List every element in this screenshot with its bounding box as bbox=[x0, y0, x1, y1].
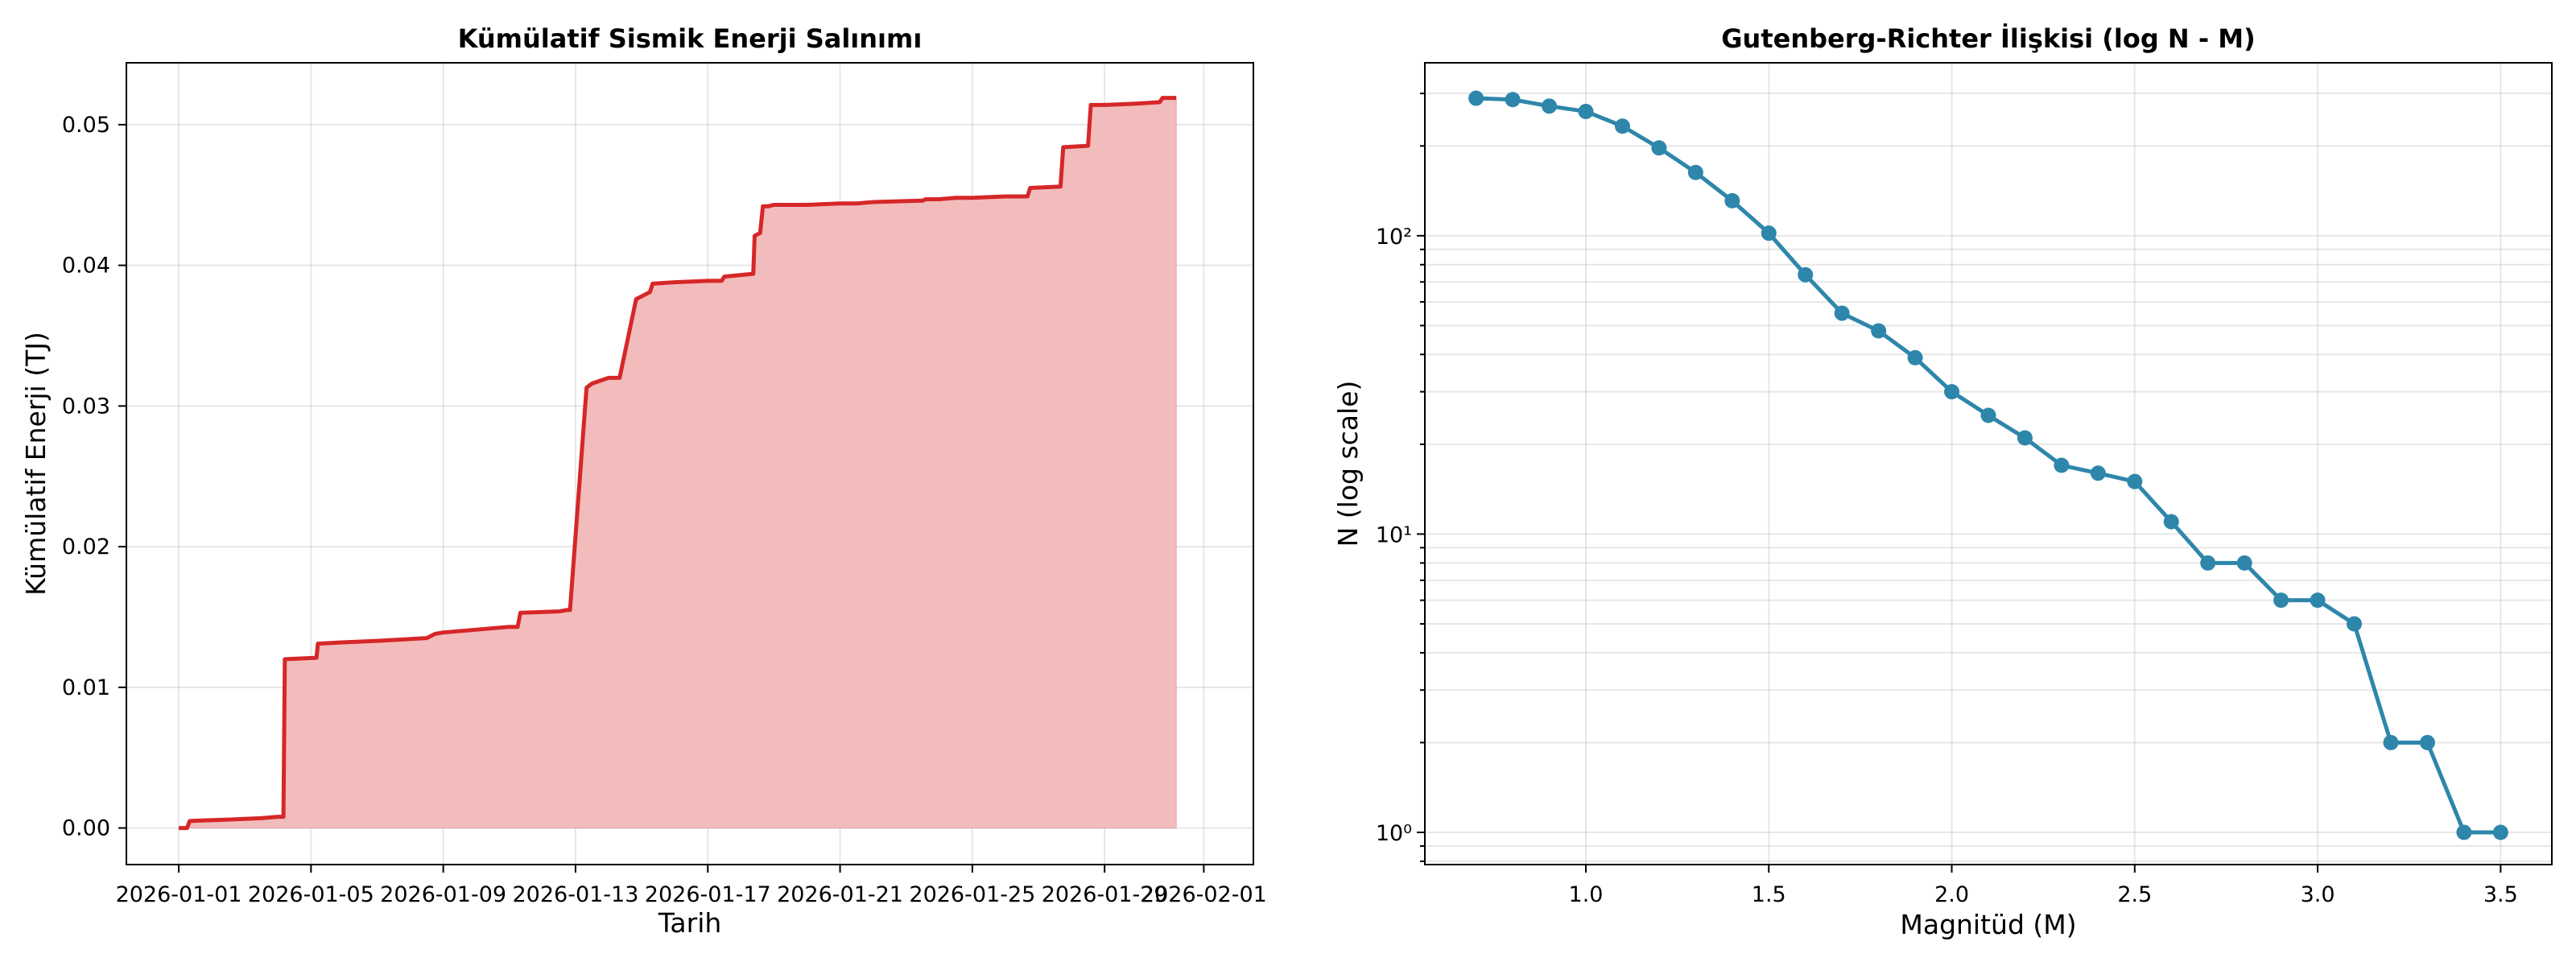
data-point bbox=[1798, 266, 1814, 283]
data-point bbox=[1834, 305, 1850, 321]
y-tick-label: 0.05 bbox=[62, 113, 110, 138]
energy-area-fill bbox=[179, 97, 1177, 829]
energy-chart-ticks: 2026-01-01 2026-01-05 2026-01-09 2026-01-13… bbox=[62, 113, 1267, 907]
x-tick-label: 1.5 bbox=[1752, 882, 1786, 907]
data-point bbox=[1761, 225, 1777, 242]
y-tick-label: 10¹ bbox=[1376, 522, 1412, 547]
gutenberg-richter-ylabel: N (log scale) bbox=[1332, 381, 1364, 547]
x-tick-label: 2026-01-17 bbox=[645, 882, 771, 907]
x-tick-label: 3.5 bbox=[2483, 882, 2518, 907]
energy-chart-frame bbox=[126, 62, 1254, 865]
x-tick-label: 2026-02-01 bbox=[1141, 882, 1267, 907]
data-point bbox=[2273, 592, 2289, 609]
energy-chart: Kümülatif Sismik Enerji Salınımı 2026-01… bbox=[20, 23, 1267, 939]
y-tick-label: 0.03 bbox=[62, 394, 110, 419]
data-point bbox=[1724, 192, 1740, 208]
gutenberg-richter-plot bbox=[1468, 90, 2508, 840]
gutenberg-richter-grid bbox=[1425, 63, 2552, 865]
data-point bbox=[2310, 592, 2326, 609]
data-point bbox=[2200, 555, 2216, 571]
y-tick-label: 0.00 bbox=[62, 816, 110, 841]
y-tick-label: 10² bbox=[1376, 225, 1412, 250]
energy-line bbox=[179, 96, 1177, 831]
gutenberg-richter-title: Gutenberg-Richter İlişkisi (log N - M) bbox=[1721, 23, 2255, 54]
data-point bbox=[2163, 514, 2179, 530]
energy-chart-ylabel: Kümülatif Enerji (TJ) bbox=[20, 332, 52, 596]
data-point bbox=[1505, 92, 1521, 108]
x-tick-label: 2026-01-13 bbox=[512, 882, 638, 907]
gutenberg-richter-line bbox=[1476, 96, 2501, 835]
data-point bbox=[2054, 457, 2070, 473]
data-point bbox=[2236, 555, 2252, 571]
x-tick-label: 2026-01-21 bbox=[777, 882, 903, 907]
x-tick-label: 2.5 bbox=[2117, 882, 2152, 907]
gutenberg-richter-chart: Gutenberg-Richter İlişkisi (log N - M) 1… bbox=[1332, 23, 2553, 940]
data-point bbox=[2419, 734, 2435, 750]
data-point bbox=[1907, 349, 1923, 365]
x-tick-label: 2026-01-09 bbox=[380, 882, 506, 907]
data-point bbox=[1578, 103, 1594, 119]
data-point bbox=[1980, 407, 1996, 423]
data-point bbox=[1944, 384, 1960, 400]
x-tick-label: 2026-01-29 bbox=[1042, 882, 1168, 907]
data-point bbox=[1542, 98, 1558, 114]
x-tick-label: 1.0 bbox=[1569, 882, 1604, 907]
gutenberg-richter-frame bbox=[1424, 62, 2553, 865]
data-point bbox=[2090, 465, 2106, 481]
data-point bbox=[2347, 616, 2363, 632]
energy-chart-xlabel: Tarih bbox=[658, 907, 722, 939]
data-point bbox=[2127, 473, 2143, 489]
energy-chart-plot bbox=[179, 96, 1177, 831]
data-point bbox=[1687, 164, 1703, 180]
gutenberg-richter-xlabel: Magnitüd (M) bbox=[1900, 909, 2076, 940]
y-tick-label: 0.01 bbox=[62, 675, 110, 700]
data-point bbox=[1871, 323, 1887, 339]
y-tick-label: 10⁰ bbox=[1376, 821, 1412, 846]
x-tick-label: 2026-01-25 bbox=[909, 882, 1035, 907]
data-point bbox=[1651, 140, 1667, 156]
data-point bbox=[1614, 118, 1630, 134]
energy-chart-title: Kümülatif Sismik Enerji Salınımı bbox=[458, 23, 923, 54]
gutenberg-richter-ticks: 1.0 1.5 2.0 2.5 3.0 3.5 10⁰ 10¹ 10² bbox=[1376, 93, 2518, 907]
data-point bbox=[1468, 90, 1484, 106]
y-tick-label: 0.04 bbox=[62, 254, 110, 279]
data-point bbox=[2017, 430, 2033, 446]
y-tick-label: 0.02 bbox=[62, 535, 110, 559]
x-tick-label: 2026-01-01 bbox=[116, 882, 242, 907]
x-tick-label: 3.0 bbox=[2301, 882, 2335, 907]
data-point bbox=[2492, 824, 2508, 840]
data-point bbox=[2456, 824, 2472, 840]
data-point bbox=[2383, 734, 2399, 750]
x-tick-label: 2026-01-05 bbox=[248, 882, 374, 907]
x-tick-label: 2.0 bbox=[1934, 882, 1969, 907]
